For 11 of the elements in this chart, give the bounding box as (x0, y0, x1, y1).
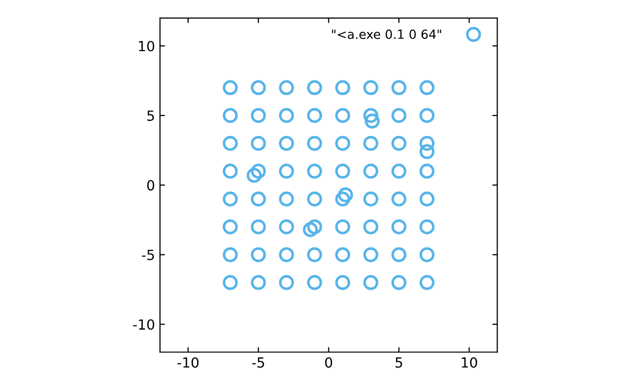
y-tick-label: 0 (147, 180, 154, 191)
x-tick-label: 10 (462, 357, 478, 368)
x-tick-label: 5 (396, 357, 402, 368)
y-tick-label: 5 (147, 110, 154, 121)
y-tick-label: -10 (133, 319, 154, 330)
y-tick-label: 10 (138, 40, 154, 52)
x-tick-label: -10 (177, 357, 199, 368)
y-tick-label: -5 (142, 250, 154, 260)
x-tick-label: -5 (252, 357, 264, 368)
legend-label: "<a.exe 0.1 0 64" (332, 30, 442, 39)
x-tick-label: 0 (325, 357, 332, 368)
